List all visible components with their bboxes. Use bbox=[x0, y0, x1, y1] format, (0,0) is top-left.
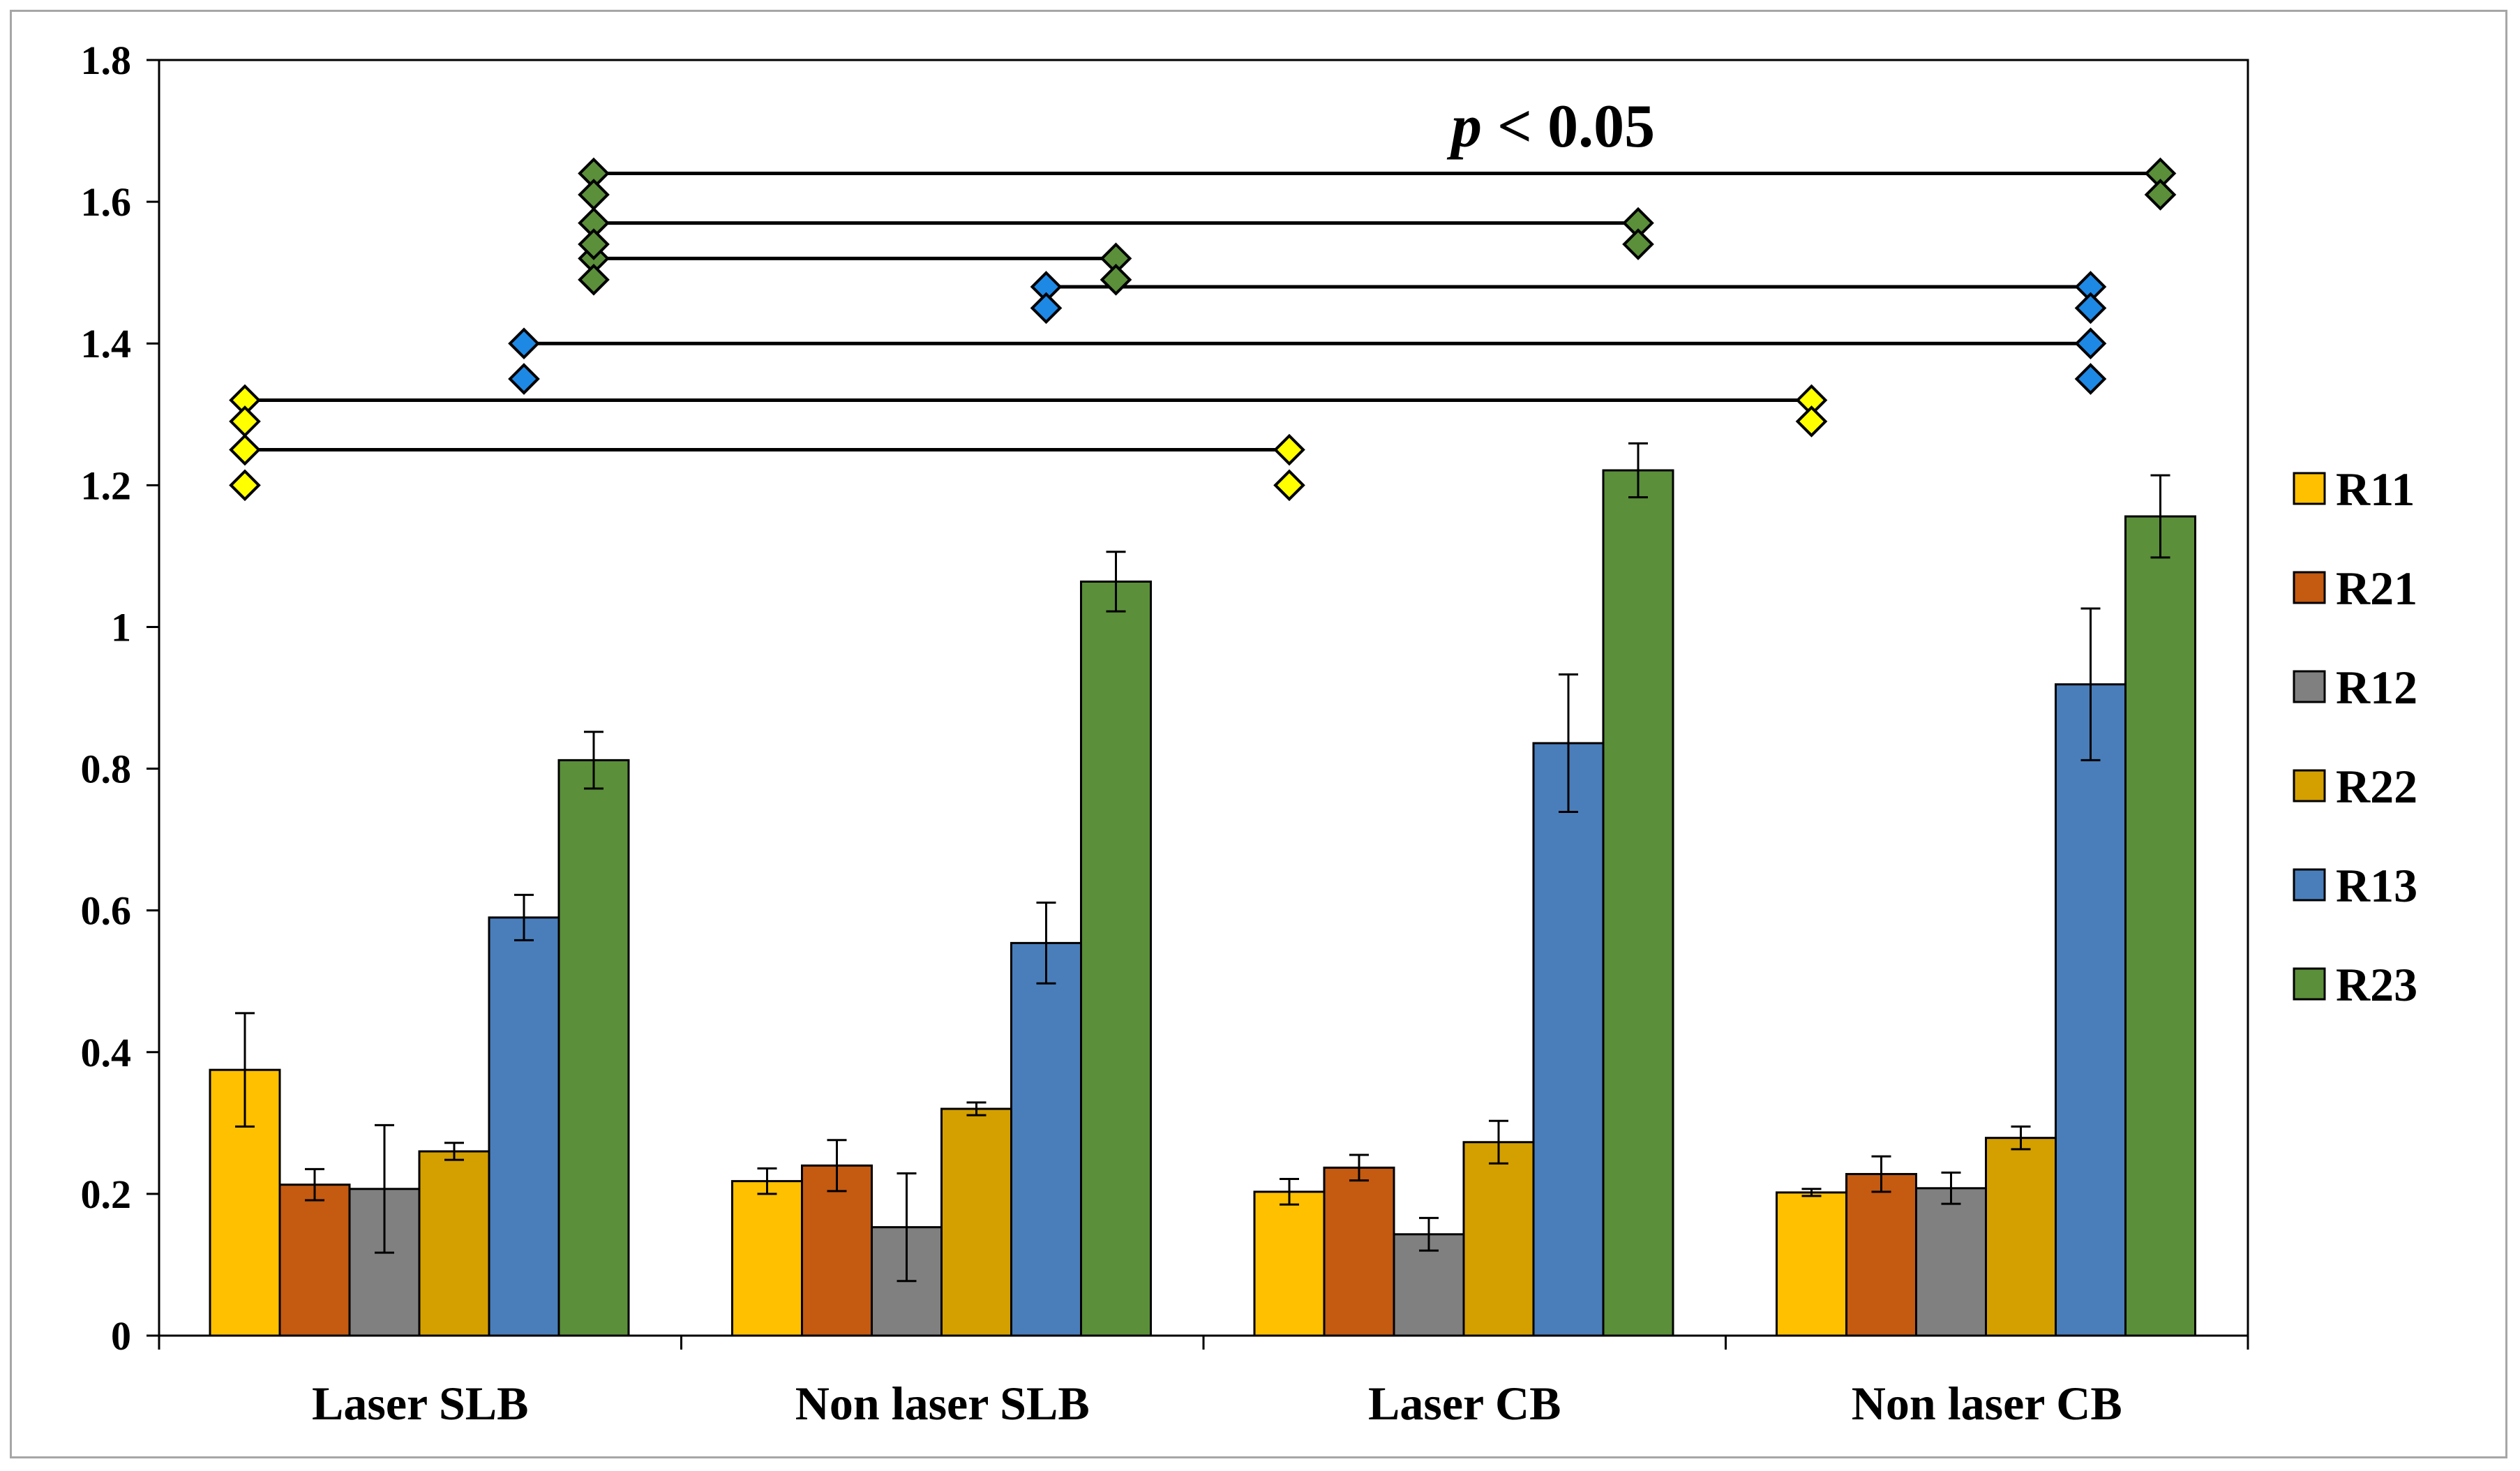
bar bbox=[1602, 469, 1674, 1337]
bar bbox=[488, 916, 560, 1337]
legend-label: R23 bbox=[2336, 958, 2417, 1011]
bar bbox=[801, 1164, 873, 1337]
legend-swatch bbox=[2293, 571, 2326, 604]
significance-marker bbox=[508, 327, 540, 360]
significance-label: p < 0.05 bbox=[1446, 93, 1655, 160]
x-category-label: Non laser CB bbox=[1852, 1377, 2122, 1430]
legend-swatch bbox=[2293, 472, 2326, 505]
bar bbox=[1532, 742, 1605, 1337]
legend-swatch bbox=[2293, 868, 2326, 902]
y-tick-label: 0.2 bbox=[81, 1172, 132, 1217]
plot-area bbox=[158, 59, 2249, 1337]
bar bbox=[1080, 580, 1152, 1337]
significance-marker bbox=[578, 228, 610, 260]
significance-marker bbox=[229, 405, 261, 438]
y-tick-label: 0.6 bbox=[81, 888, 132, 934]
x-category-label: Laser CB bbox=[1368, 1377, 1561, 1430]
bar bbox=[1915, 1187, 1987, 1337]
y-tick-label: 0.4 bbox=[81, 1030, 132, 1075]
significance-marker bbox=[1273, 469, 1305, 502]
bar bbox=[418, 1150, 490, 1337]
bar bbox=[2124, 515, 2196, 1337]
legend-label: R21 bbox=[2336, 562, 2417, 615]
significance-marker bbox=[1622, 228, 1654, 260]
significance-marker bbox=[229, 433, 261, 466]
significance-marker bbox=[1100, 263, 1132, 296]
bar bbox=[1010, 941, 1082, 1337]
y-tick-label: 1 bbox=[111, 604, 131, 650]
y-tick-label: 1.6 bbox=[81, 179, 132, 225]
x-category-label: Non laser SLB bbox=[795, 1377, 1090, 1430]
bar bbox=[557, 759, 630, 1337]
y-tick-label: 1.8 bbox=[81, 38, 132, 83]
significance-marker bbox=[1273, 433, 1305, 466]
significance-marker bbox=[1795, 405, 1828, 438]
legend-label: R11 bbox=[2336, 463, 2415, 516]
bar bbox=[1845, 1172, 1917, 1337]
bar bbox=[278, 1183, 351, 1337]
bar bbox=[1776, 1191, 1847, 1337]
y-tick-label: 1.2 bbox=[81, 463, 132, 508]
x-category-label: Laser SLB bbox=[312, 1377, 528, 1430]
bar bbox=[731, 1180, 803, 1337]
bar bbox=[1323, 1166, 1395, 1337]
significance-marker bbox=[2074, 327, 2107, 360]
significance-marker bbox=[2074, 363, 2107, 395]
y-tick-label: 0.8 bbox=[81, 747, 132, 792]
bar bbox=[1253, 1190, 1326, 1337]
y-tick-label: 0 bbox=[111, 1313, 131, 1359]
bar bbox=[1985, 1137, 2057, 1337]
significance-marker bbox=[2074, 292, 2107, 324]
legend-swatch bbox=[2293, 769, 2326, 802]
legend-label: R13 bbox=[2336, 859, 2417, 912]
significance-marker bbox=[578, 179, 610, 211]
legend-label: R12 bbox=[2336, 661, 2417, 714]
legend-swatch bbox=[2293, 670, 2326, 703]
bar bbox=[1462, 1141, 1535, 1337]
significance-marker bbox=[1030, 292, 1063, 324]
y-tick-label: 1.4 bbox=[81, 321, 132, 366]
bar bbox=[2055, 683, 2127, 1337]
bar bbox=[940, 1107, 1012, 1337]
significance-marker bbox=[578, 263, 610, 296]
significance-marker bbox=[229, 469, 261, 502]
legend-label: R22 bbox=[2336, 760, 2417, 813]
significance-marker bbox=[2144, 179, 2177, 211]
legend-swatch bbox=[2293, 967, 2326, 1001]
significance-marker bbox=[508, 363, 540, 395]
